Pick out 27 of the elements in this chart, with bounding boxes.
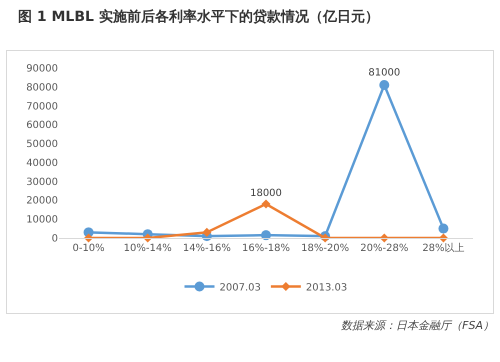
y-tick-label: 20000 (26, 196, 58, 207)
y-tick-label: 80000 (26, 82, 58, 94)
point (438, 224, 448, 234)
y-tick-label: 50000 (26, 139, 58, 150)
x-tick-label: 18%-20% (301, 243, 350, 254)
x-tick-label: 10%-14% (124, 243, 172, 254)
legend-label: 2013.03 (306, 282, 348, 294)
y-tick-label: 60000 (26, 120, 58, 132)
legend-label: 2007.03 (220, 282, 261, 294)
y-tick-label: 30000 (26, 176, 58, 188)
x-tick-label: 28%以上 (422, 242, 465, 254)
data-label: 18000 (250, 188, 282, 200)
y-tick-label: 10000 (26, 214, 58, 226)
x-tick-label: 16%-18% (242, 243, 290, 254)
chart-title: 图 1 MLBL 实施前后各利率水平下的贷款情况（亿日元） (17, 8, 380, 27)
y-tick-label: 90000 (26, 64, 58, 74)
x-tick-label: 14%-16% (182, 243, 231, 254)
source-note: 数据来源：日本金融厅（FSA） (341, 318, 494, 333)
point (202, 228, 212, 237)
point (379, 80, 390, 90)
x-tick-label: 0-10% (72, 243, 105, 254)
y-tick-label: 0 (52, 234, 58, 244)
point (261, 199, 271, 209)
data-label: 81000 (368, 67, 400, 78)
y-tick-label: 40000 (26, 158, 58, 169)
x-tick-label: 20%-28% (360, 243, 408, 254)
y-tick-label: 70000 (26, 101, 58, 112)
